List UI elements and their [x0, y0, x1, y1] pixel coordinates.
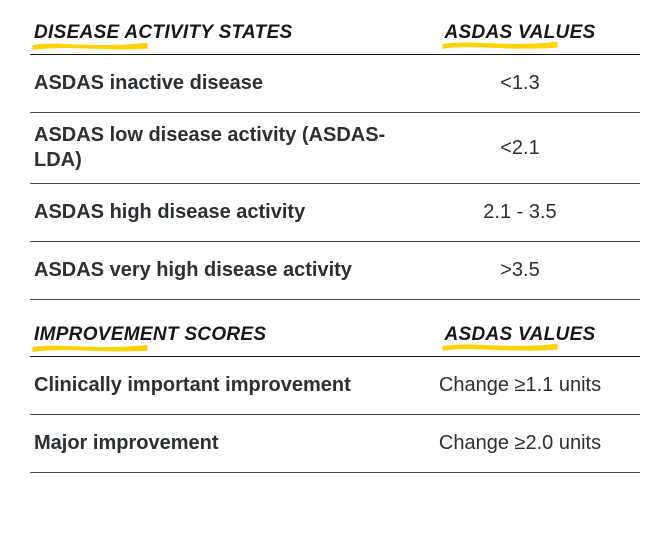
- header-text: DISEASE ACTIVITY STATES: [34, 22, 293, 43]
- table-row: ASDAS very high disease activity >3.5: [30, 242, 640, 300]
- table-row: ASDAS low disease activity (ASDAS-LDA) <…: [30, 113, 640, 184]
- row-value: <1.3: [400, 72, 640, 95]
- row-label: ASDAS inactive disease: [30, 71, 400, 96]
- row-value: <2.1: [400, 137, 640, 160]
- row-label: ASDAS very high disease activity: [30, 258, 400, 283]
- row-value: >3.5: [400, 259, 640, 282]
- header-label: ASDAS VALUES: [444, 324, 595, 346]
- table-row: Major improvement Change ≥2.0 units: [30, 415, 640, 473]
- table-row: ASDAS inactive disease <1.3: [30, 55, 640, 113]
- header-label: ASDAS VALUES: [444, 22, 595, 44]
- table-header-row: IMPROVEMENT SCORES ASDAS VALUES: [30, 324, 640, 357]
- row-value: 2.1 - 3.5: [400, 201, 640, 224]
- table-improvement-scores: IMPROVEMENT SCORES ASDAS VALUES Clinical…: [30, 324, 640, 473]
- table-row: Clinically important improvement Change …: [30, 357, 640, 415]
- table-row: ASDAS high disease activity 2.1 - 3.5: [30, 184, 640, 242]
- header-text: ASDAS VALUES: [444, 22, 595, 43]
- row-label: ASDAS high disease activity: [30, 200, 400, 225]
- table-header-row: DISEASE ACTIVITY STATES ASDAS VALUES: [30, 22, 640, 55]
- header-cell-left: DISEASE ACTIVITY STATES: [30, 22, 400, 44]
- header-label: IMPROVEMENT SCORES: [34, 324, 266, 346]
- header-cell-right: ASDAS VALUES: [400, 324, 640, 346]
- row-label: Major improvement: [30, 431, 400, 456]
- row-label: ASDAS low disease activity (ASDAS-LDA): [30, 123, 400, 173]
- row-value: Change ≥2.0 units: [400, 432, 640, 455]
- header-label: DISEASE ACTIVITY STATES: [34, 22, 293, 44]
- row-label: Clinically important improvement: [30, 373, 400, 398]
- header-cell-right: ASDAS VALUES: [400, 22, 640, 44]
- table-disease-activity: DISEASE ACTIVITY STATES ASDAS VALUES ASD…: [30, 22, 640, 300]
- header-text: ASDAS VALUES: [444, 324, 595, 345]
- header-text: IMPROVEMENT SCORES: [34, 324, 266, 345]
- header-cell-left: IMPROVEMENT SCORES: [30, 324, 400, 346]
- row-value: Change ≥1.1 units: [400, 374, 640, 397]
